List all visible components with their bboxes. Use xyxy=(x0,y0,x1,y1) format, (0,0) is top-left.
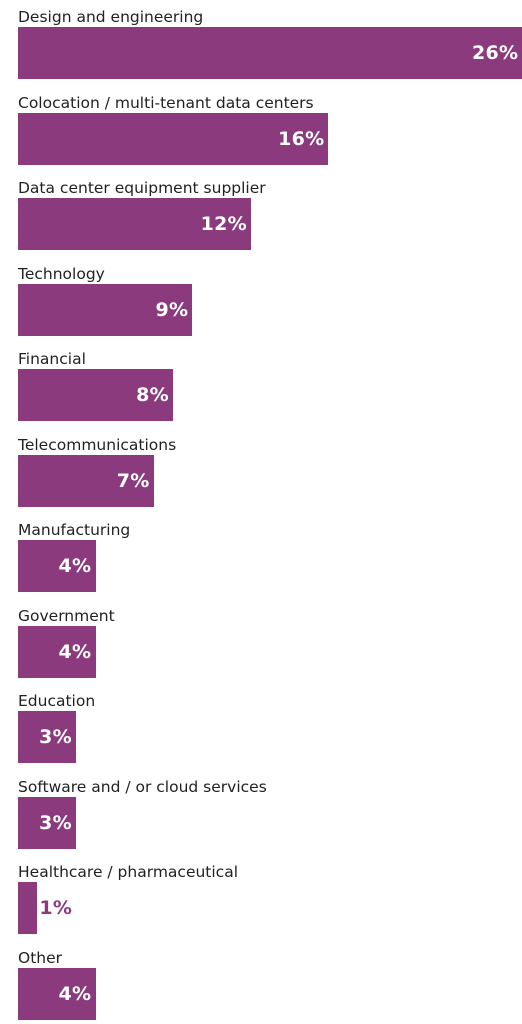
category-label: Colocation / multi-tenant data centers xyxy=(18,94,314,112)
category-label: Design and engineering xyxy=(18,8,203,26)
bar xyxy=(18,882,37,934)
category-label: Data center equipment supplier xyxy=(18,179,266,197)
category-label: Other xyxy=(18,949,62,967)
value-label: 4% xyxy=(59,540,92,592)
value-label: 12% xyxy=(201,198,247,250)
value-label: 1% xyxy=(39,882,72,934)
category-label: Software and / or cloud services xyxy=(18,778,267,796)
value-label: 4% xyxy=(59,626,92,678)
value-label: 8% xyxy=(136,369,169,421)
category-label: Government xyxy=(18,607,115,625)
category-label: Healthcare / pharmaceutical xyxy=(18,863,238,881)
value-label: 9% xyxy=(155,284,188,336)
value-label: 3% xyxy=(39,711,72,763)
value-label: 3% xyxy=(39,797,72,849)
category-label: Manufacturing xyxy=(18,521,130,539)
category-label: Financial xyxy=(18,350,86,368)
bar xyxy=(18,27,522,79)
category-label: Telecommunications xyxy=(18,436,176,454)
value-label: 7% xyxy=(117,455,150,507)
category-label: Education xyxy=(18,692,95,710)
category-label: Technology xyxy=(18,265,105,283)
value-label: 16% xyxy=(278,113,324,165)
value-label: 26% xyxy=(472,27,518,79)
value-label: 4% xyxy=(59,968,92,1020)
